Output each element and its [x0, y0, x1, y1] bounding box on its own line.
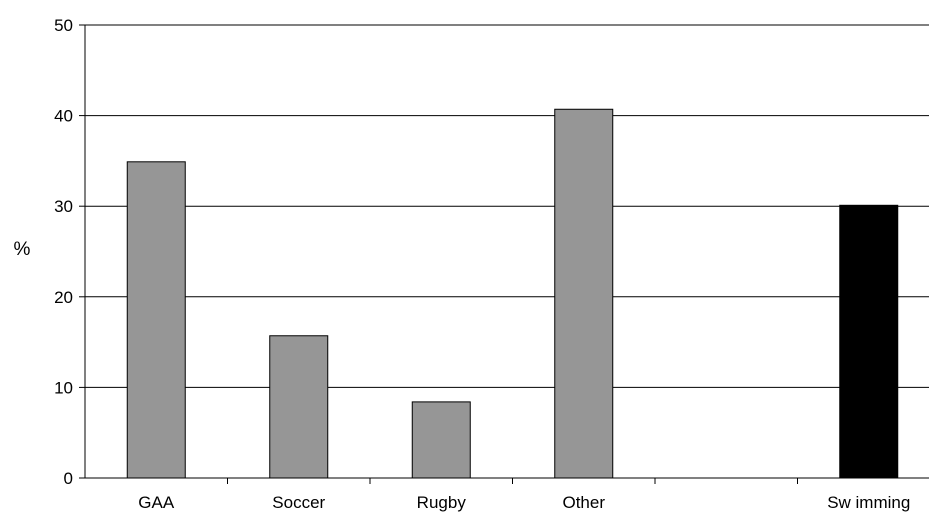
axes: [84, 25, 929, 479]
x-tick-label: Other: [562, 493, 605, 512]
bar-gaa: [126, 161, 186, 479]
bar-soccer: [269, 335, 329, 479]
y-tick-label: 50: [54, 16, 73, 35]
gridlines: [85, 24, 929, 388]
x-tick-label: GAA: [138, 493, 175, 512]
x-tick-label: Sw imming: [827, 493, 910, 512]
bars-group: [126, 108, 899, 479]
bar-rugby: [411, 401, 471, 479]
y-tick-label: 20: [54, 288, 73, 307]
y-tick-label: 30: [54, 197, 73, 216]
x-tick-label: Soccer: [272, 493, 325, 512]
x-tick-label: Rugby: [417, 493, 467, 512]
bar-sw-imming: [839, 204, 899, 479]
y-tick-labels: 0 10 20 30 40 50: [54, 16, 85, 488]
x-tick-labels: GAA Soccer Rugby Other Sw imming: [138, 478, 910, 512]
y-axis-title: %: [14, 239, 31, 260]
y-tick-label: 0: [64, 469, 73, 488]
y-tick-label: 40: [54, 107, 73, 126]
bar-other: [554, 108, 614, 479]
y-tick-label: 10: [54, 378, 73, 397]
